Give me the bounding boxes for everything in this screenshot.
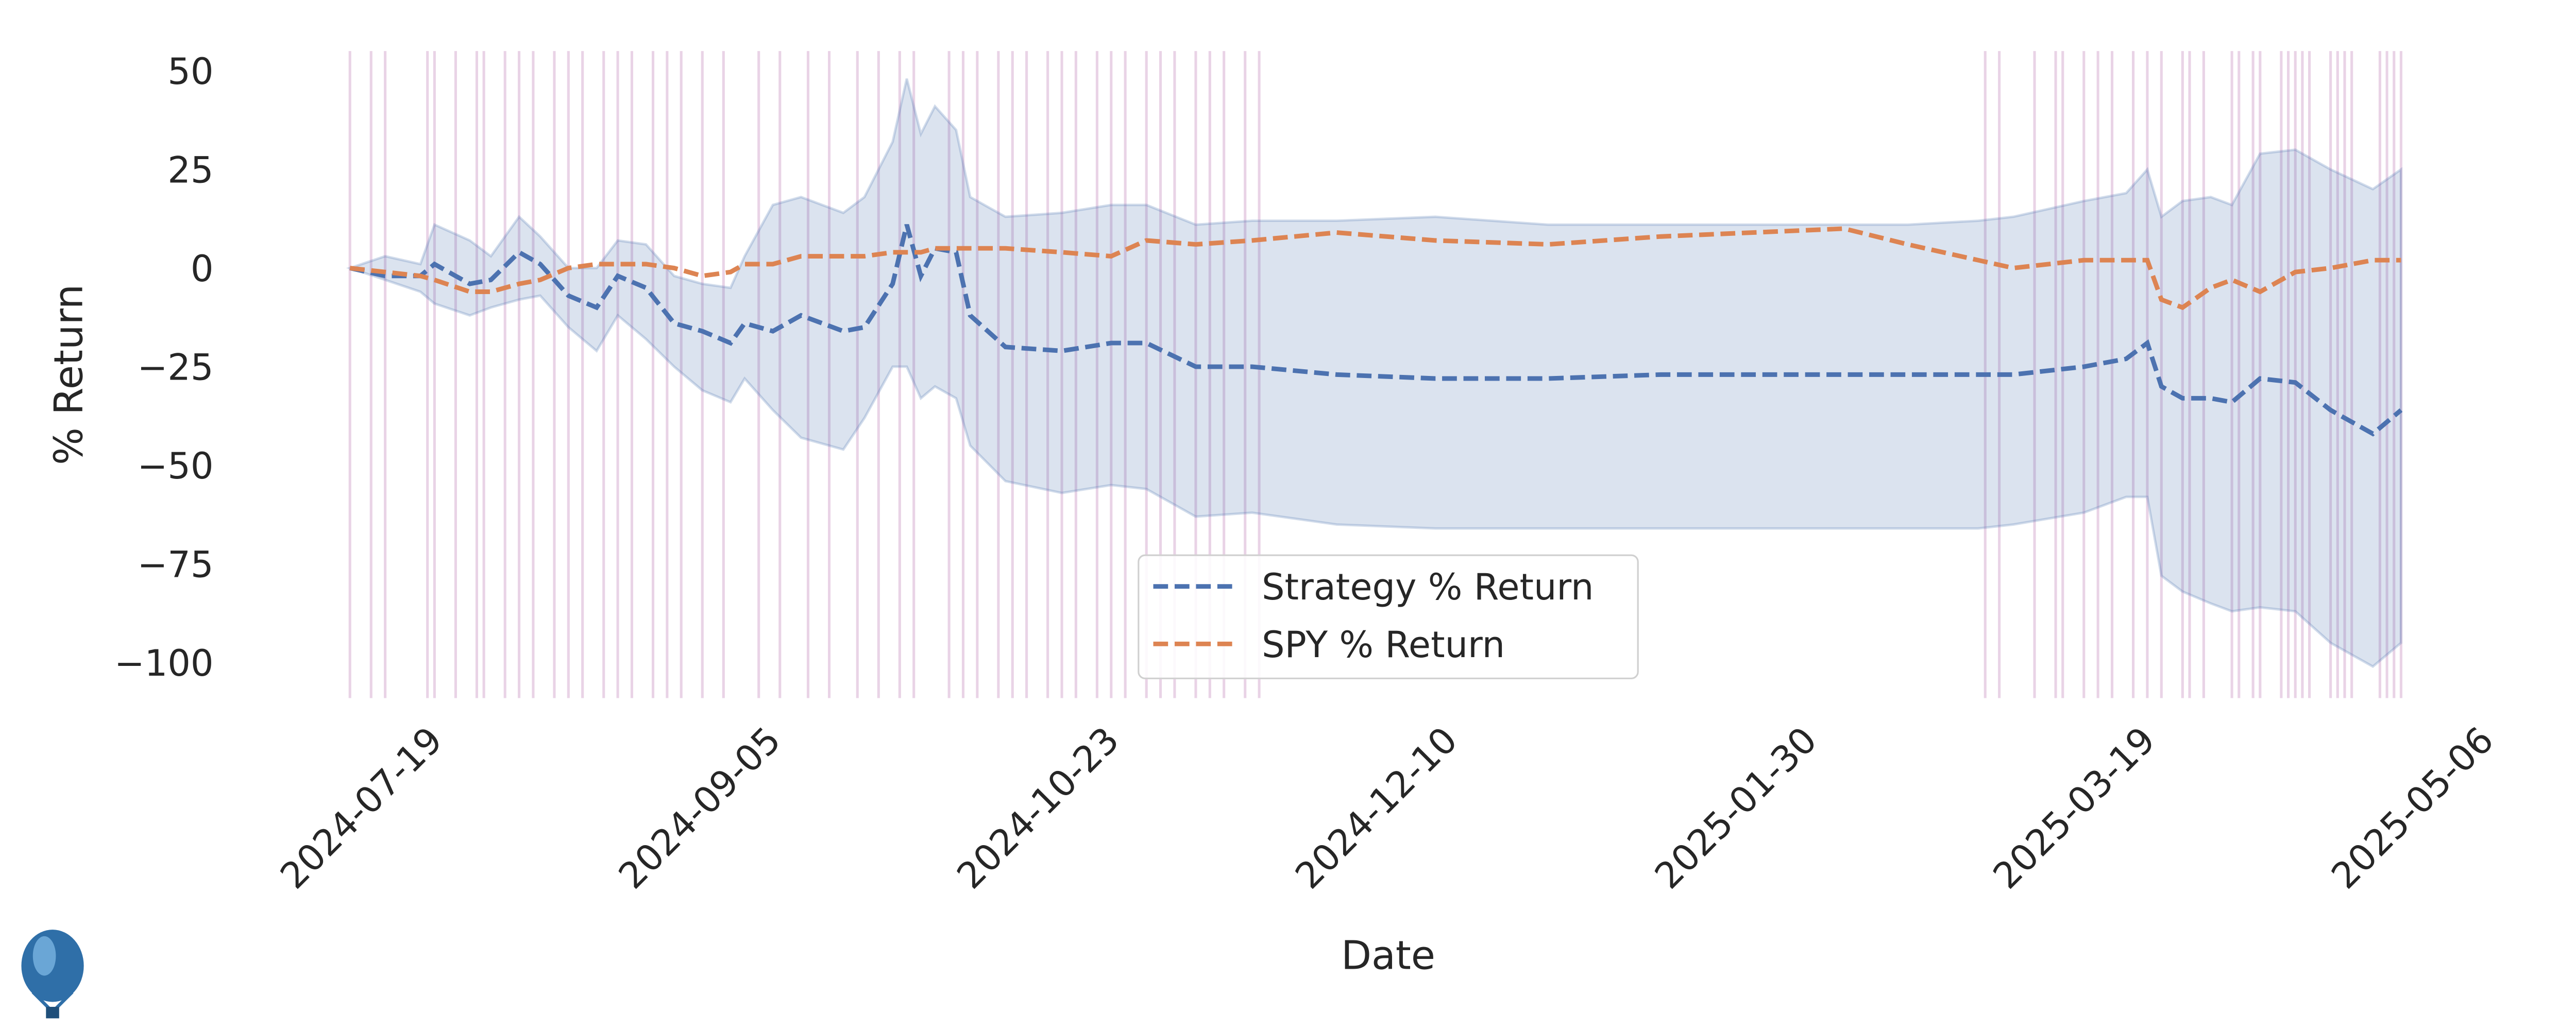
y-axis-label: % Return bbox=[46, 284, 92, 465]
y-tick-label: −50 bbox=[138, 445, 214, 487]
series-line bbox=[349, 226, 2401, 311]
y-tick-label: 50 bbox=[167, 50, 213, 93]
x-tick-label: 2025-05-06 bbox=[2324, 719, 2502, 897]
x-tick-label: 2025-01-30 bbox=[1647, 719, 1825, 897]
y-tick-label: 0 bbox=[191, 248, 214, 290]
legend: Strategy % Return SPY % Return bbox=[1138, 554, 1639, 679]
x-tick-label: 2025-03-19 bbox=[1985, 719, 2163, 897]
logo bbox=[21, 930, 84, 1019]
x-tick-label: 2024-07-19 bbox=[272, 719, 450, 897]
y-tick-label: −75 bbox=[138, 544, 214, 586]
x-tick-label: 2024-09-05 bbox=[611, 719, 789, 897]
legend-label: Strategy % Return bbox=[1262, 566, 1594, 608]
band bbox=[346, 78, 2402, 668]
legend-box bbox=[1138, 554, 1639, 679]
y-tick-label: −25 bbox=[138, 347, 214, 389]
x-axis-label: Date bbox=[1341, 933, 1435, 979]
x-tick-label: 2024-10-23 bbox=[949, 719, 1127, 897]
legend-label: SPY % Return bbox=[1262, 624, 1505, 666]
x-tick-label: 2024-12-10 bbox=[1287, 719, 1465, 897]
y-tick-label: 25 bbox=[167, 149, 213, 192]
series-line bbox=[349, 224, 2403, 437]
y-tick-label: −100 bbox=[114, 642, 214, 684]
